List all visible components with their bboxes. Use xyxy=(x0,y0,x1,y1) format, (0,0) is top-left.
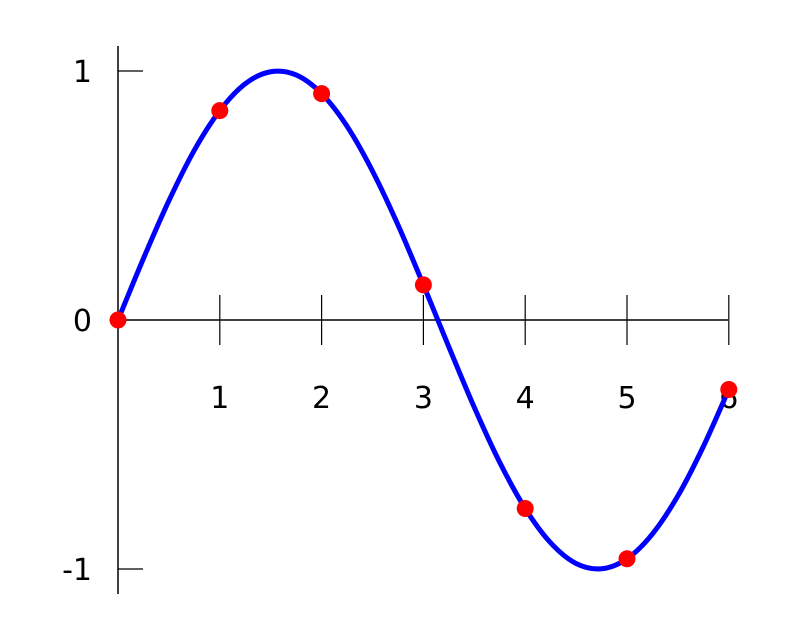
x-tick-label: 5 xyxy=(617,381,636,416)
x-tick-label: 1 xyxy=(210,381,229,416)
data-point xyxy=(414,276,432,294)
data-point xyxy=(618,550,636,568)
data-point xyxy=(516,499,534,517)
data-point xyxy=(211,102,229,120)
x-tick-label: 4 xyxy=(516,381,535,416)
y-axis-ticks: 1 0 -1 xyxy=(62,55,143,588)
data-point xyxy=(720,380,738,398)
data-point xyxy=(109,311,127,329)
x-tick-label: 2 xyxy=(312,381,331,416)
data-point xyxy=(313,85,331,103)
y-tick-label: -1 xyxy=(62,553,92,588)
data-points xyxy=(109,85,738,568)
y-tick-label: 1 xyxy=(73,55,92,90)
y-tick-label: 0 xyxy=(73,304,92,339)
x-tick-label: 3 xyxy=(414,381,433,416)
